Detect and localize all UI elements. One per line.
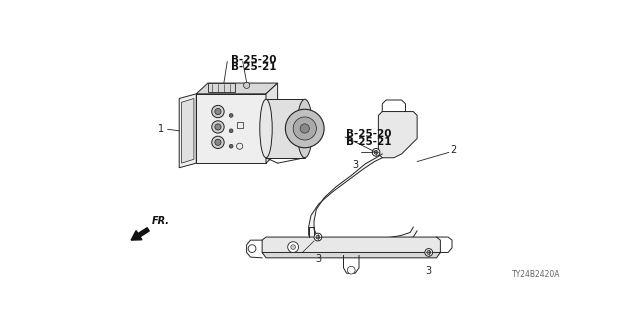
Circle shape: [212, 121, 224, 133]
Polygon shape: [262, 252, 440, 258]
Circle shape: [291, 245, 296, 249]
Circle shape: [288, 242, 298, 252]
Circle shape: [348, 266, 355, 274]
Polygon shape: [262, 237, 440, 256]
Polygon shape: [182, 99, 194, 163]
Circle shape: [316, 235, 320, 239]
Text: 3: 3: [352, 160, 358, 170]
Polygon shape: [208, 83, 235, 92]
Circle shape: [215, 108, 221, 115]
Circle shape: [215, 124, 221, 130]
Circle shape: [300, 124, 309, 133]
Ellipse shape: [297, 99, 312, 158]
Circle shape: [285, 109, 324, 148]
Ellipse shape: [260, 99, 272, 158]
Circle shape: [248, 245, 256, 252]
Text: 3: 3: [315, 254, 321, 264]
Circle shape: [425, 249, 433, 256]
Polygon shape: [179, 94, 196, 168]
Circle shape: [293, 117, 316, 140]
Text: B-25-20: B-25-20: [231, 55, 276, 65]
Circle shape: [212, 105, 224, 118]
Circle shape: [229, 129, 233, 133]
Circle shape: [212, 136, 224, 148]
FancyArrow shape: [131, 228, 149, 240]
Polygon shape: [378, 112, 417, 158]
Text: FR.: FR.: [151, 215, 170, 226]
Polygon shape: [196, 83, 278, 94]
Polygon shape: [308, 154, 417, 248]
Circle shape: [372, 148, 380, 156]
Circle shape: [220, 86, 227, 92]
Circle shape: [215, 139, 221, 145]
Polygon shape: [196, 94, 266, 163]
Text: TY24B2420A: TY24B2420A: [512, 270, 561, 279]
Text: 1: 1: [157, 124, 164, 134]
Text: 2: 2: [451, 145, 457, 155]
Circle shape: [427, 251, 431, 254]
Text: B-25-20: B-25-20: [346, 129, 391, 139]
Text: 3: 3: [426, 266, 432, 276]
Polygon shape: [266, 83, 278, 163]
Circle shape: [229, 144, 233, 148]
Circle shape: [229, 114, 233, 117]
Circle shape: [314, 233, 322, 241]
Text: B-25-21: B-25-21: [231, 61, 276, 71]
Bar: [266, 99, 305, 158]
Circle shape: [244, 82, 250, 88]
Circle shape: [374, 150, 378, 154]
Text: B-25-21: B-25-21: [346, 137, 391, 147]
